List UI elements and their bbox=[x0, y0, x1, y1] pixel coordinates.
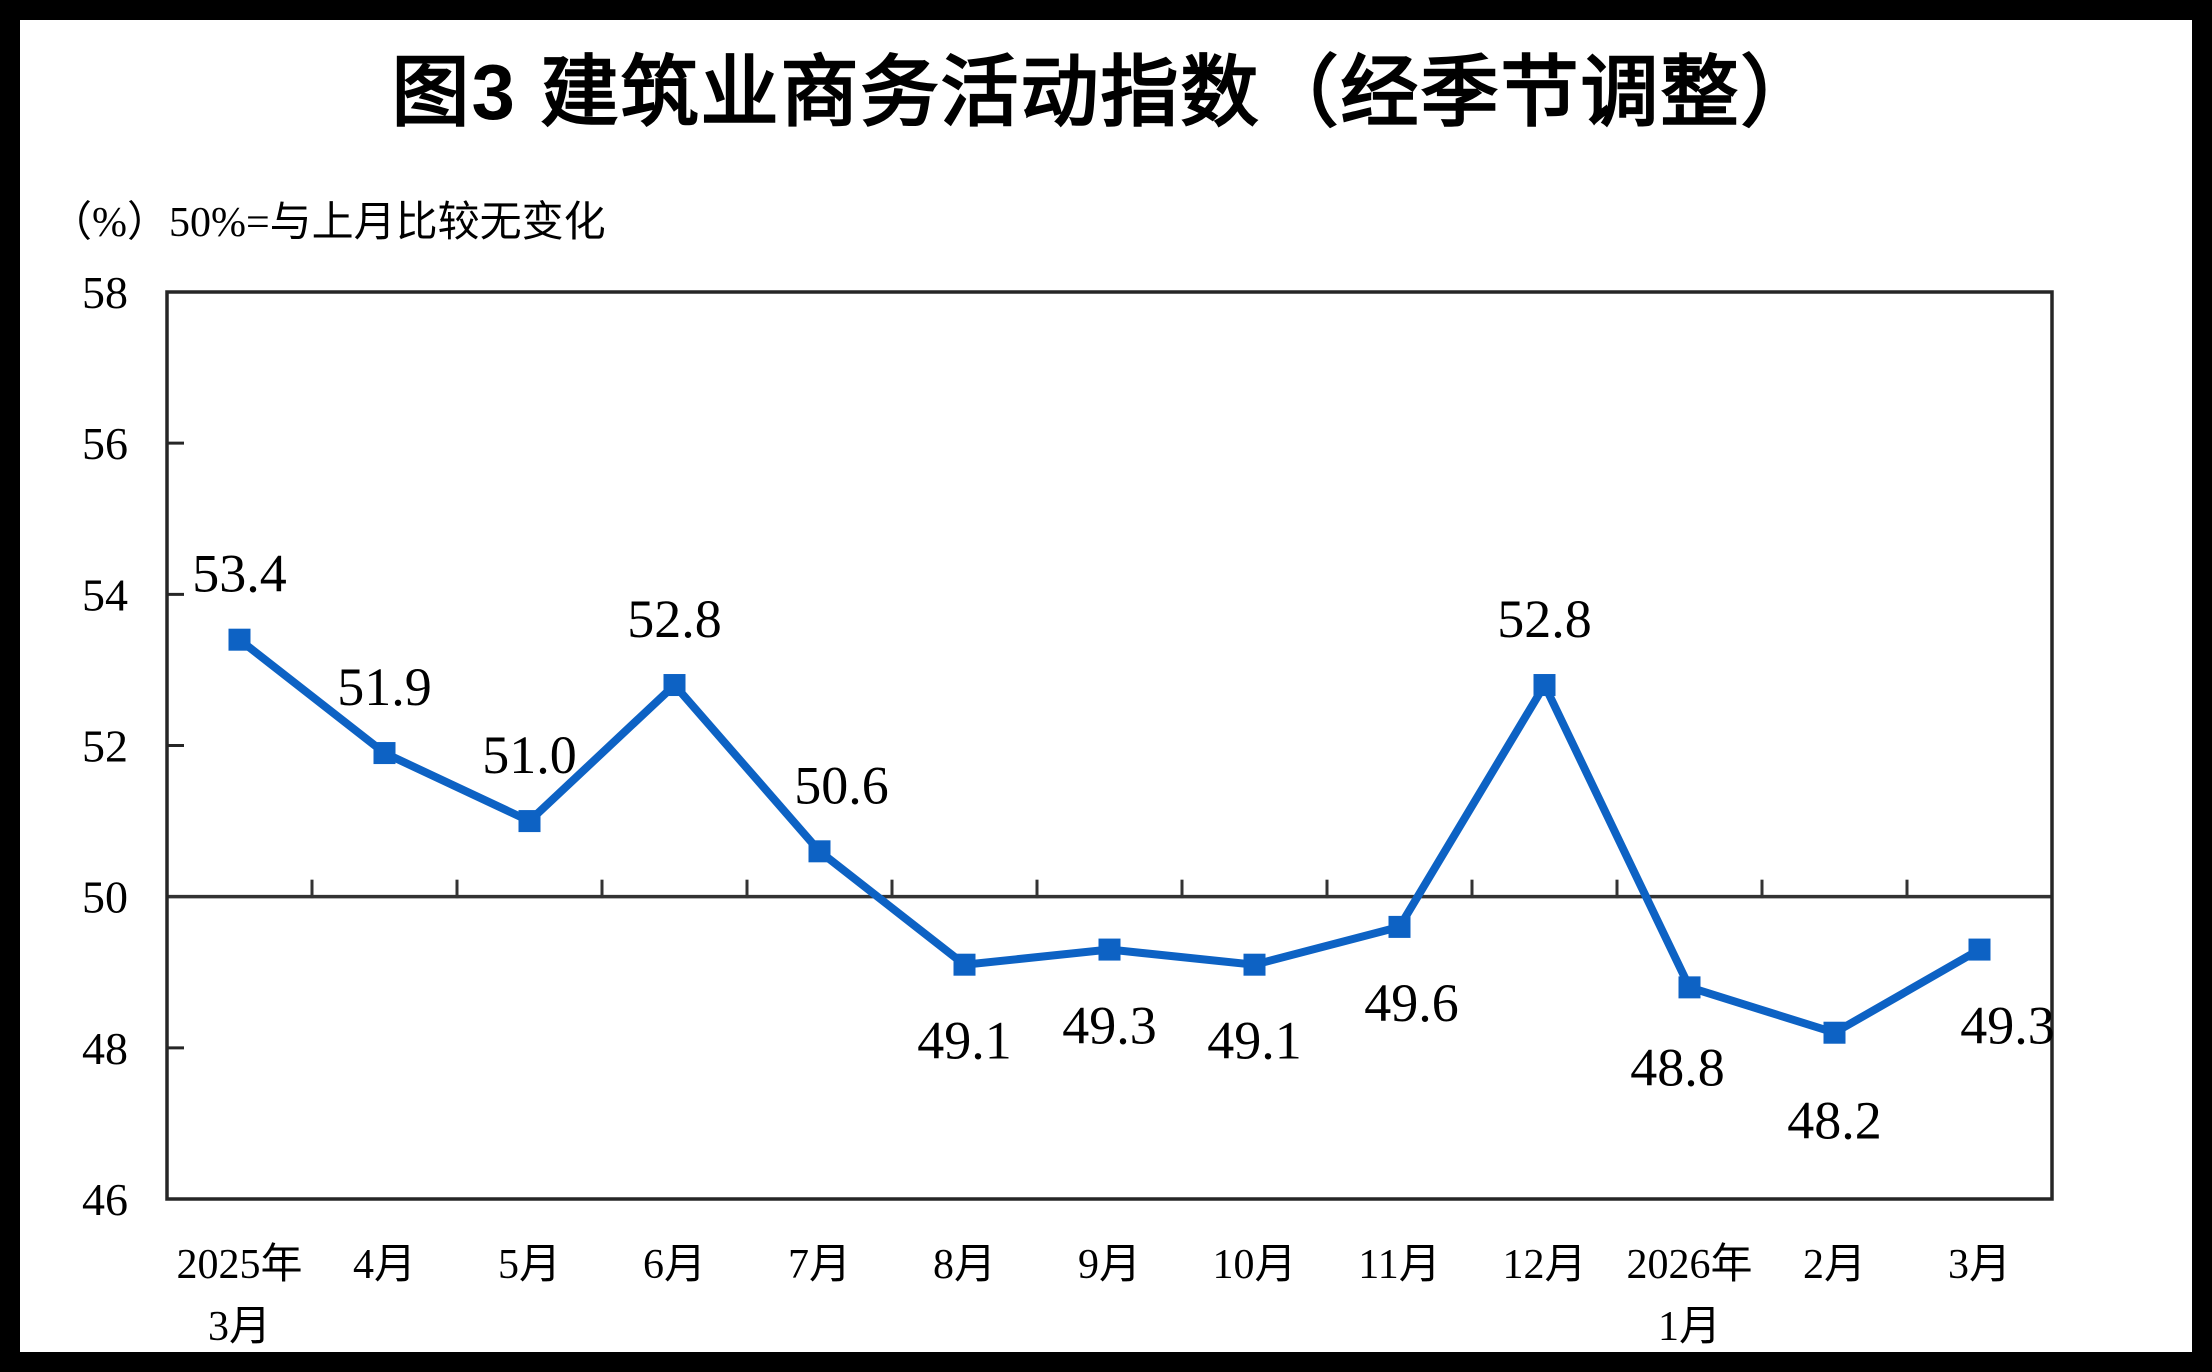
x-axis-label: 10月 bbox=[1212, 1242, 1296, 1288]
x-axis-label: 12月 bbox=[1502, 1242, 1586, 1288]
data-point-marker bbox=[1098, 938, 1121, 961]
plot-border bbox=[165, 290, 2054, 1201]
x-axis-label: 1月 bbox=[1658, 1304, 1721, 1350]
data-point-marker bbox=[1678, 976, 1701, 999]
data-label: 51.9 bbox=[337, 657, 432, 717]
data-point-marker bbox=[1243, 953, 1266, 976]
x-axis-label: 3月 bbox=[208, 1304, 271, 1350]
data-label: 49.1 bbox=[917, 1011, 1012, 1071]
data-label: 53.4 bbox=[192, 544, 287, 604]
x-axis-label: 5月 bbox=[498, 1242, 561, 1288]
x-axis-label: 9月 bbox=[1078, 1242, 1141, 1288]
x-axis-label: 2月 bbox=[1803, 1242, 1866, 1288]
data-point-marker bbox=[663, 674, 686, 697]
data-point-marker bbox=[1533, 674, 1556, 697]
data-point-marker bbox=[953, 953, 976, 976]
data-label: 52.8 bbox=[1497, 589, 1592, 649]
data-label: 49.6 bbox=[1364, 973, 1459, 1033]
data-point-marker bbox=[518, 810, 541, 833]
x-axis-label: 11月 bbox=[1358, 1242, 1440, 1288]
data-label: 51.0 bbox=[482, 725, 577, 785]
data-point-marker bbox=[373, 742, 396, 765]
data-point-marker bbox=[1823, 1021, 1846, 1044]
data-label: 49.1 bbox=[1207, 1011, 1302, 1071]
y-axis-label: 54 bbox=[82, 569, 128, 620]
y-axis-label: 48 bbox=[82, 1023, 128, 1074]
x-axis-label: 8月 bbox=[933, 1242, 996, 1288]
series-line bbox=[237, 636, 1982, 1038]
x-axis-label: 2025年 bbox=[176, 1241, 302, 1288]
data-point-marker bbox=[1968, 938, 1991, 961]
chart-title: 图3 建筑业商务活动指数（经季节调整） bbox=[391, 48, 1821, 136]
data-label: 48.8 bbox=[1630, 1037, 1725, 1097]
x-axis-label: 2026年 bbox=[1626, 1241, 1752, 1288]
data-point-marker bbox=[808, 840, 831, 863]
y-axis-label: 56 bbox=[82, 418, 128, 469]
y-axis-label: 52 bbox=[82, 721, 128, 772]
data-label: 48.2 bbox=[1787, 1091, 1882, 1151]
data-label: 50.6 bbox=[794, 755, 889, 815]
y-axis-label: 46 bbox=[82, 1174, 128, 1225]
axis-unit-note: （%）50%=与上月比较无变化 bbox=[50, 200, 606, 246]
data-label: 49.3 bbox=[1960, 996, 2055, 1056]
x-axis-label: 6月 bbox=[643, 1242, 706, 1288]
y-axis-label: 58 bbox=[82, 267, 128, 318]
x-axis-label: 3月 bbox=[1948, 1242, 2011, 1288]
data-label: 49.3 bbox=[1062, 996, 1157, 1056]
data-label: 52.8 bbox=[627, 589, 722, 649]
data-point-marker bbox=[228, 628, 251, 651]
x-axis-label: 7月 bbox=[788, 1242, 851, 1288]
y-axis-label: 50 bbox=[82, 872, 128, 923]
data-point-marker bbox=[1388, 915, 1411, 938]
x-axis-label: 4月 bbox=[353, 1242, 416, 1288]
